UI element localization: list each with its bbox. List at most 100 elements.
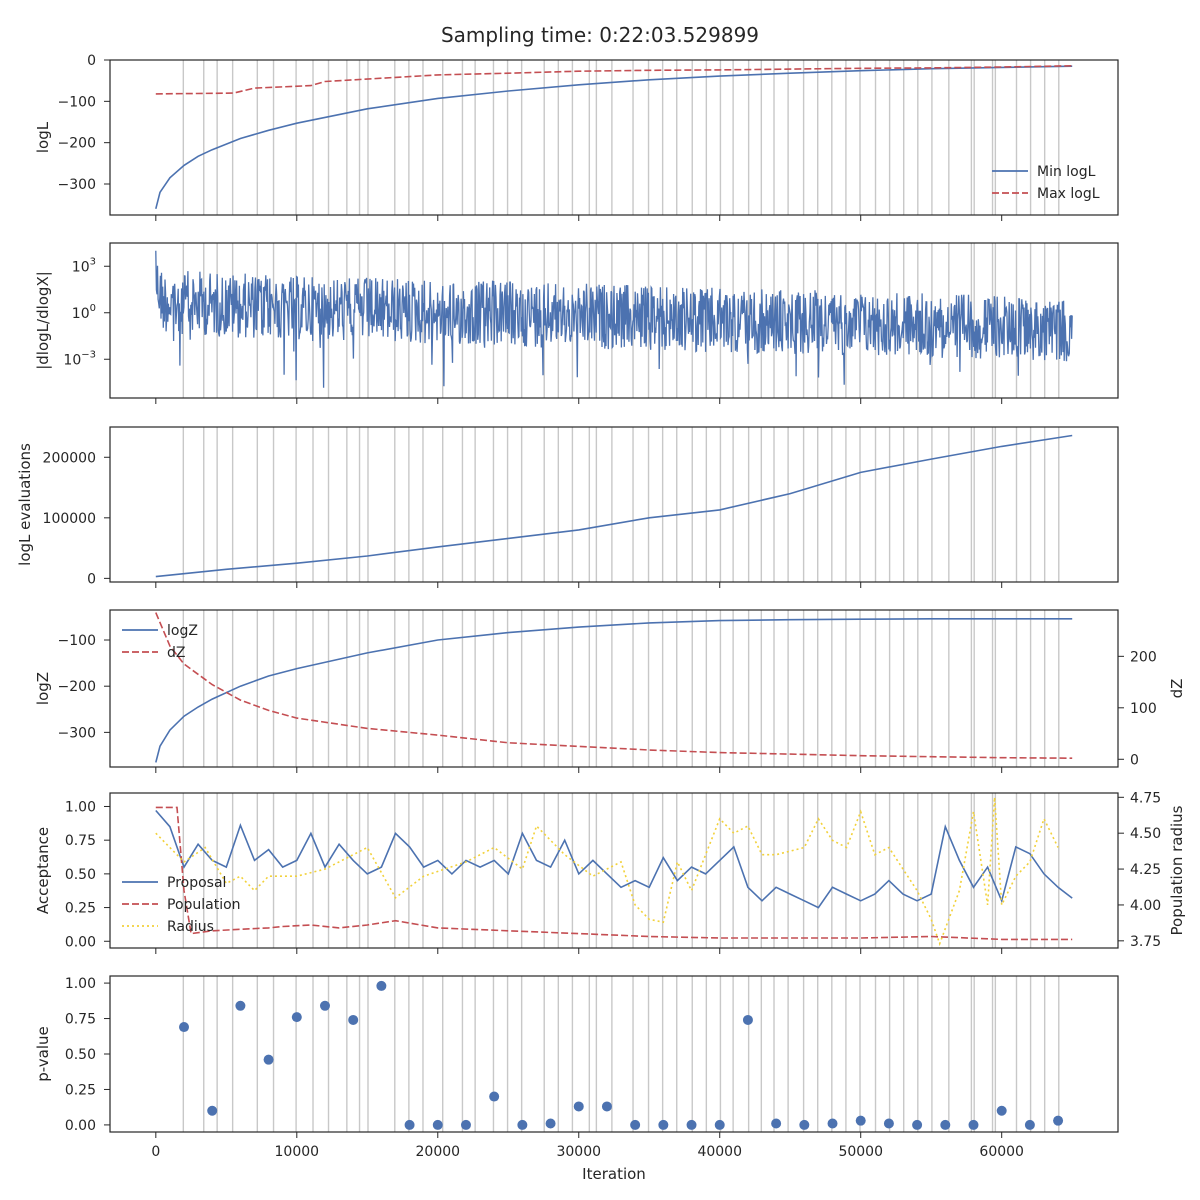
scatter-point (263, 1054, 274, 1065)
scatter-point (827, 1118, 838, 1129)
y-tick-label-right: 3.75 (1130, 934, 1161, 950)
x-tick-label: 40000 (697, 1144, 742, 1160)
series-line (155, 65, 1073, 95)
y-tick-label: 1.00 (65, 976, 96, 992)
x-tick-label: 10000 (275, 1144, 320, 1160)
scatter-point (883, 1118, 894, 1129)
panel-logl: 0 −100 −200 −300 logL Min logL Max logL (34, 53, 1119, 221)
scatter-point (179, 1022, 190, 1033)
y-tick-label: −100 (58, 633, 96, 649)
scatter-point (489, 1091, 500, 1102)
scatter-point (545, 1118, 556, 1129)
axes-frame (109, 59, 1119, 216)
y-tick-label: −300 (58, 177, 96, 193)
y-axis-label: p-value (34, 1026, 52, 1082)
plot-area (155, 612, 1073, 763)
x-tick-label: 50000 (838, 1144, 883, 1160)
scatter-point (855, 1115, 866, 1126)
y-tick-label-right: 200 (1130, 649, 1157, 665)
y-tick-label: −100 (58, 94, 96, 110)
panel-acceptance: 0.00 0.25 0.50 0.75 1.00 3.75 4.00 4.25 4.50 4.75… (34, 790, 1186, 954)
series-line (155, 618, 1073, 763)
x-tick-label: 0 (151, 1144, 160, 1160)
scatter-point (460, 1119, 471, 1130)
scatter-point (996, 1105, 1007, 1116)
y-tick-label: −200 (58, 679, 96, 695)
y-tick-label: 0.00 (65, 1118, 96, 1134)
y-tick-label: −200 (58, 136, 96, 152)
y-tick-label: 0 (87, 53, 96, 69)
y-tick-label: 0.25 (65, 901, 96, 917)
y-tick-label: 100000 (43, 511, 96, 527)
y-axis-label: |dlogL/dlogX| (34, 271, 52, 370)
y-tick-exponent: 3 (90, 256, 96, 267)
panel-evals: 0 100000 200000 logL evaluations (16, 426, 1119, 588)
series-line (155, 809, 1073, 909)
scatter-point (404, 1119, 415, 1130)
plot-area (155, 250, 1073, 388)
y-tick-label: 0.25 (65, 1082, 96, 1098)
scatter-point (517, 1119, 528, 1130)
scatter-point (291, 1012, 302, 1023)
axes-frame (109, 242, 1119, 399)
y-axis-label: logL evaluations (16, 443, 34, 566)
y-tick-label-right: 4.75 (1130, 790, 1161, 806)
y-axis-label-right: dZ (1168, 679, 1186, 699)
plot-area (155, 65, 1073, 209)
scatter-point (573, 1101, 584, 1112)
y-tick-exponent: −3 (81, 349, 96, 360)
y-tick-label: −300 (58, 725, 96, 741)
plot-area (155, 797, 1073, 947)
y-tick-label-right: 4.00 (1130, 898, 1161, 914)
legend-label: Population (167, 897, 241, 913)
axes-frame (109, 792, 1119, 949)
x-tick-label: 60000 (979, 1144, 1024, 1160)
plot-area (155, 434, 1073, 578)
scatter-point (601, 1101, 612, 1112)
legend-label: logZ (167, 623, 198, 639)
plot-area (179, 980, 1064, 1130)
scatter-point (658, 1119, 669, 1130)
y-tick-label-right: 4.25 (1130, 862, 1161, 878)
scatter-point (235, 1000, 246, 1011)
series-line (155, 65, 1073, 209)
scatter-point (968, 1119, 979, 1130)
y-tick-label-right: 100 (1130, 701, 1157, 717)
series-line (155, 612, 1073, 759)
scatter-point (940, 1119, 951, 1130)
y-tick-label: 0.75 (65, 833, 96, 849)
scatter-point (376, 980, 387, 991)
scatter-point (799, 1119, 810, 1130)
y-tick-label: 103 (72, 256, 96, 275)
scatter-point (1053, 1115, 1064, 1126)
y-tick-exponent: 0 (90, 303, 96, 314)
legend-label: dZ (167, 645, 185, 661)
scatter-point (686, 1119, 697, 1130)
scatter-point (207, 1105, 218, 1116)
scatter-point (432, 1119, 443, 1130)
legend-label: Proposal (167, 875, 226, 891)
y-tick-label: 100 (72, 303, 96, 322)
figure-title: Sampling time: 0:22:03.529899 (441, 23, 759, 47)
scatter-point (912, 1119, 923, 1130)
scatter-point (319, 1000, 330, 1011)
x-axis-label: Iteration (582, 1165, 646, 1183)
series-line (155, 797, 1059, 947)
y-axis-label: Acceptance (34, 827, 52, 914)
legend-label: Min logL (1037, 164, 1096, 180)
x-tick-label: 30000 (556, 1144, 601, 1160)
series-line (155, 806, 1073, 941)
y-tick-label: 0 (87, 571, 96, 587)
y-tick-label: 200000 (43, 450, 96, 466)
panel-logz: −100 −200 −300 0 100 200 logZ dZ logZ dZ (34, 609, 1186, 773)
scatter-point (742, 1014, 753, 1025)
y-tick-label-right: 0 (1130, 752, 1139, 768)
axes-frame (109, 975, 1119, 1133)
y-axis-label-right: Population radius (1168, 805, 1186, 935)
series-line (155, 434, 1073, 578)
series-line (155, 250, 1073, 388)
y-axis-label: logL (34, 121, 52, 153)
axes-frame (109, 609, 1119, 768)
